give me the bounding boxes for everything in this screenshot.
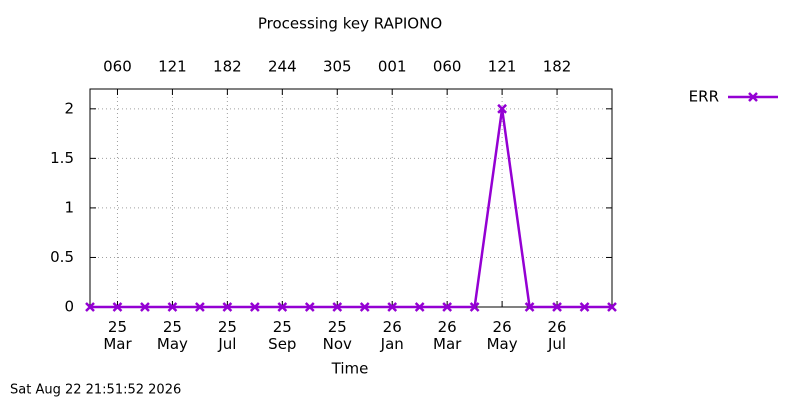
point-marker (222, 302, 233, 312)
y-tick-label: 1.5 (50, 149, 74, 167)
chart-title: Processing key RAPIONO (258, 15, 442, 33)
x-tick-label: 26 Jan (380, 318, 404, 353)
point-marker (414, 302, 425, 312)
legend-marker (748, 92, 758, 102)
x2-tick-label: 060 (103, 58, 132, 76)
series-line (90, 108, 612, 309)
point-marker (579, 302, 590, 312)
x-tick-label: 26 May (487, 318, 518, 353)
x-tick-label: 25 Nov (323, 318, 352, 353)
point-marker (442, 302, 453, 312)
plot-frame (89, 88, 613, 308)
y-tick-label: 0.5 (50, 248, 74, 266)
point-marker (249, 302, 260, 312)
x2-tick-label: 121 (488, 58, 517, 76)
point-marker (387, 302, 398, 312)
y-tick-label: 2 (64, 99, 74, 117)
point-marker (167, 302, 178, 312)
x2-tick-label: 244 (268, 58, 297, 76)
point-marker (332, 302, 343, 312)
x2-tick-label: 182 (213, 58, 242, 76)
y-tick-label: 0 (64, 298, 74, 316)
point-marker (607, 302, 617, 312)
y-tick-label: 1 (64, 198, 74, 216)
point-marker (497, 103, 507, 114)
point-marker (304, 302, 315, 312)
point-marker (195, 302, 205, 312)
x-tick-label: 26 Mar (433, 318, 462, 353)
x-tick-label: 25 May (157, 318, 188, 353)
point-marker (277, 302, 288, 312)
x2-tick-label: 121 (158, 58, 187, 76)
legend-label: ERR (689, 88, 719, 106)
point-marker (469, 302, 480, 312)
x2-tick-label: 001 (378, 58, 407, 76)
point-marker (524, 302, 535, 312)
point-marker (359, 302, 370, 312)
x-axis-label: Time (331, 360, 369, 378)
x2-tick-label: 182 (543, 58, 572, 76)
point-marker (112, 302, 123, 312)
x-tick-label: 25 Mar (103, 318, 132, 353)
x2-tick-label: 305 (323, 58, 352, 76)
x-tick-label: 26 Jul (547, 318, 567, 353)
x-tick-label: 25 Sep (268, 318, 296, 353)
x2-tick-label: 060 (433, 58, 462, 76)
point-marker (552, 302, 562, 312)
point-marker (140, 302, 150, 312)
point-marker (85, 302, 95, 312)
timestamp: Sat Aug 22 21:51:52 2026 (10, 383, 181, 398)
x-tick-label: 25 Jul (217, 318, 237, 353)
